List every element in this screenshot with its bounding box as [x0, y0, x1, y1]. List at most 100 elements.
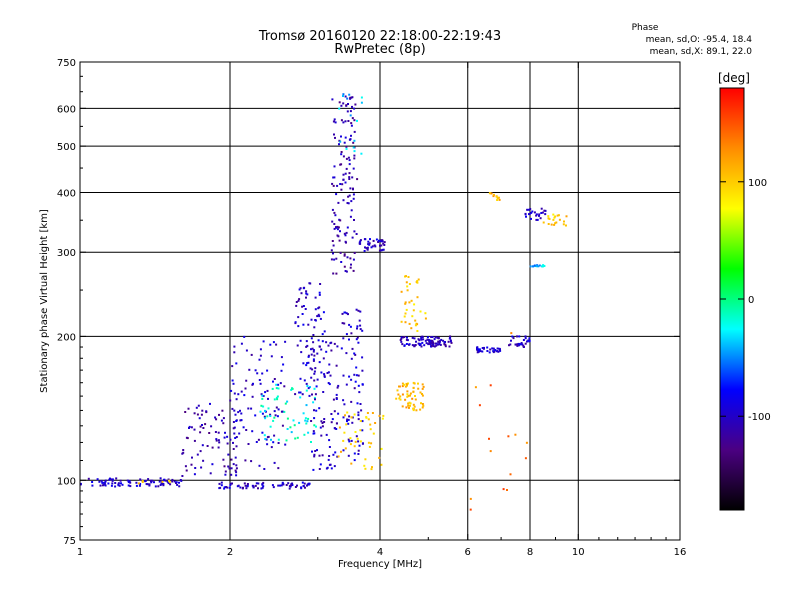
- data-point: [254, 369, 257, 372]
- data-point: [517, 344, 520, 347]
- data-point: [360, 96, 363, 99]
- data-point: [306, 293, 309, 296]
- data-point: [479, 350, 482, 353]
- data-point: [406, 384, 408, 387]
- data-point: [171, 480, 174, 483]
- data-point: [353, 445, 356, 448]
- data-point: [357, 374, 360, 377]
- y-tick-label: 500: [57, 142, 76, 153]
- data-point: [218, 482, 221, 485]
- data-point: [314, 296, 317, 299]
- data-point: [313, 424, 316, 427]
- data-point: [305, 382, 308, 385]
- data-point: [346, 420, 348, 423]
- data-point: [321, 340, 324, 343]
- data-point: [333, 258, 336, 261]
- data-point: [318, 293, 321, 296]
- data-point: [335, 226, 338, 229]
- data-point: [323, 421, 326, 423]
- data-point: [275, 343, 278, 346]
- data-point: [346, 202, 349, 204]
- data-point: [138, 484, 141, 487]
- data-point: [353, 154, 356, 157]
- data-point: [543, 265, 546, 267]
- data-point: [258, 379, 261, 381]
- data-point: [307, 354, 310, 357]
- data-point: [422, 338, 425, 341]
- data-point: [497, 350, 500, 353]
- data-point: [294, 321, 297, 324]
- data-point: [335, 364, 338, 367]
- data-point: [232, 463, 235, 466]
- data-point: [438, 340, 441, 343]
- data-point: [342, 155, 345, 158]
- data-point: [382, 242, 385, 245]
- data-point: [298, 288, 301, 291]
- data-point: [312, 358, 315, 361]
- data-point: [318, 291, 321, 294]
- data-point: [308, 394, 311, 397]
- data-point: [353, 352, 356, 355]
- data-point: [232, 448, 235, 450]
- data-point: [414, 395, 416, 397]
- data-point: [542, 221, 545, 224]
- data-point: [437, 337, 440, 340]
- data-point: [400, 340, 403, 343]
- data-point: [168, 480, 171, 483]
- data-point: [283, 410, 286, 413]
- data-point: [277, 383, 280, 386]
- data-point: [469, 508, 472, 511]
- data-point: [273, 461, 276, 464]
- data-point: [342, 399, 345, 402]
- data-point: [370, 246, 373, 249]
- data-point: [313, 453, 316, 456]
- data-point: [318, 454, 321, 457]
- data-point: [415, 409, 418, 412]
- data-point: [240, 342, 243, 345]
- data-point: [232, 421, 235, 423]
- data-point: [492, 195, 495, 198]
- data-point: [211, 446, 214, 449]
- data-point: [404, 321, 407, 324]
- data-point: [333, 165, 336, 168]
- stats-heading: Phase: [632, 23, 659, 33]
- data-point: [351, 96, 354, 99]
- data-point: [229, 484, 232, 486]
- data-point: [342, 102, 345, 105]
- data-point: [524, 337, 527, 340]
- data-point: [326, 372, 329, 374]
- data-point: [310, 441, 312, 443]
- data-point: [430, 336, 433, 338]
- data-point: [552, 218, 555, 221]
- data-point: [514, 343, 517, 346]
- data-point: [481, 350, 484, 353]
- data-point: [348, 323, 351, 326]
- data-point: [101, 481, 104, 484]
- data-point: [381, 248, 384, 251]
- data-point: [233, 432, 236, 435]
- data-point: [413, 337, 416, 340]
- stats-o-line: mean, sd,O: -95.4, 18.4: [646, 35, 753, 45]
- data-point: [211, 463, 214, 466]
- stats-x-line: mean, sd,X: 89.1, 22.0: [650, 47, 753, 57]
- data-point: [305, 345, 308, 348]
- data-point: [285, 439, 288, 442]
- data-point: [321, 422, 324, 424]
- data-point: [315, 409, 318, 412]
- data-point: [259, 348, 262, 351]
- data-point: [355, 366, 358, 369]
- data-point: [223, 465, 226, 468]
- data-point: [450, 341, 453, 344]
- data-point: [202, 459, 205, 462]
- data-point: [298, 391, 301, 394]
- data-point: [321, 454, 324, 457]
- data-point: [371, 466, 373, 469]
- data-point: [313, 354, 316, 357]
- data-point: [330, 413, 333, 415]
- data-point: [348, 172, 351, 175]
- data-point: [383, 244, 386, 246]
- data-point: [209, 472, 212, 475]
- data-point: [214, 431, 217, 433]
- data-point: [188, 425, 191, 428]
- data-point: [395, 397, 398, 400]
